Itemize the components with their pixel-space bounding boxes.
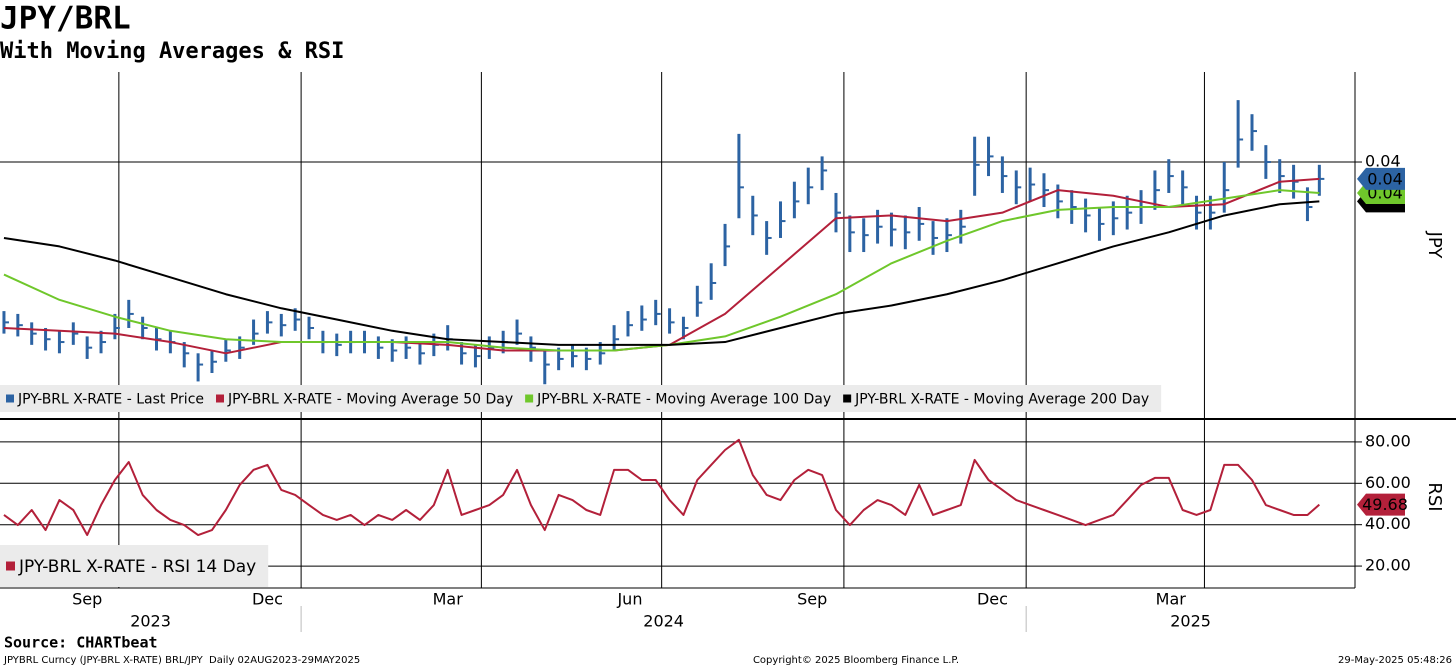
- legend-swatch: [6, 561, 15, 571]
- legend-label: JPY-BRL X-RATE - Moving Average 100 Day: [536, 392, 831, 408]
- y-axis-label: JPY: [1424, 231, 1445, 260]
- y-axis-label: RSI: [1424, 482, 1445, 511]
- legend-background: [0, 545, 269, 587]
- x-tick-label: Mar: [1156, 590, 1187, 609]
- chart-title: JPY/BRL: [0, 1, 131, 37]
- x-tick-label: Dec: [252, 590, 283, 609]
- last-value-box-label: 0.04: [1367, 169, 1403, 188]
- rsi-line: [3, 438, 1320, 537]
- footer-info: JPYBRL Curncy (JPY-BRL X-RATE) BRL/JPY D…: [3, 655, 360, 666]
- legend-label: JPY-BRL X-RATE - Last Price: [17, 392, 204, 408]
- x-tick-label: Sep: [797, 590, 827, 609]
- last-value-box: [1357, 167, 1405, 190]
- y-tick-label: 40.00: [1365, 514, 1411, 533]
- source: Source: CHARTbeat: [4, 634, 158, 652]
- copyright: Copyright© 2025 Bloomberg Finance L.P.: [753, 655, 959, 666]
- legend-background: [0, 385, 1162, 412]
- last-value-box: [1357, 493, 1405, 516]
- moving-average-line: [3, 200, 1320, 346]
- legend-swatch: [216, 394, 224, 403]
- x-tick-label: Mar: [433, 590, 464, 609]
- x-tick-label: Sep: [72, 590, 102, 609]
- last-value-box-label: 49.68: [1362, 495, 1408, 514]
- year-label: 2025: [1170, 612, 1211, 631]
- y-tick-label: 20.00: [1365, 556, 1411, 575]
- timestamp: 29-May-2025 05:48:26: [1338, 655, 1452, 666]
- legend-swatch: [525, 394, 534, 403]
- legend-label: JPY-BRL X-RATE - Moving Average 200 Day: [854, 392, 1149, 408]
- y-tick-label: 80.00: [1365, 431, 1411, 450]
- year-label: 2023: [130, 612, 171, 631]
- legend-label: JPY-BRL X-RATE - Moving Average 50 Day: [227, 392, 513, 408]
- legend-swatch: [843, 394, 852, 403]
- legend-swatch: [6, 394, 14, 403]
- x-tick-label: Jun: [616, 590, 642, 609]
- year-label: 2024: [643, 612, 684, 631]
- y-tick-label: 60.00: [1365, 473, 1411, 492]
- chart-subtitle: With Moving Averages & RSI: [0, 39, 344, 64]
- legend-label: JPY-BRL X-RATE - RSI 14 Day: [18, 557, 256, 577]
- y-tick-label: 0.04: [1365, 152, 1401, 171]
- x-tick-label: Dec: [977, 590, 1008, 609]
